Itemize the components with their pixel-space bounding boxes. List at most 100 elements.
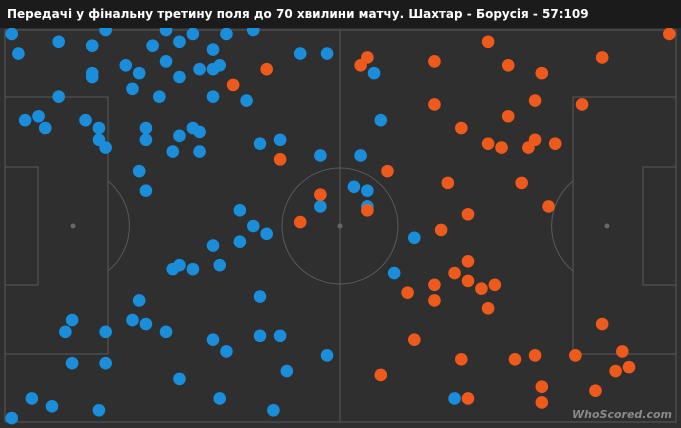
pass-dot xyxy=(173,258,186,272)
pass-dot xyxy=(45,400,59,413)
pass-dot xyxy=(233,204,247,217)
pass-dot xyxy=(220,28,233,41)
dots xyxy=(5,28,676,425)
pass-dot xyxy=(146,39,159,52)
pass-dot xyxy=(548,137,562,150)
pass-dot xyxy=(454,121,468,135)
pass-dot xyxy=(314,149,327,162)
pass-dot xyxy=(159,28,173,37)
pass-dot xyxy=(206,333,220,346)
pass-dot xyxy=(401,286,414,299)
pass-dot xyxy=(267,403,280,417)
pass-dot xyxy=(508,352,522,366)
pass-dot xyxy=(260,62,273,76)
pass-dot xyxy=(206,239,220,252)
pass-dot xyxy=(213,258,227,272)
center-spot xyxy=(337,223,343,229)
pass-dot xyxy=(5,28,19,41)
pass-dot xyxy=(59,325,72,339)
pass-dot xyxy=(441,176,455,190)
pass-dot xyxy=(193,145,206,158)
pass-dot xyxy=(126,313,139,327)
pass-dot xyxy=(428,98,441,111)
pass-dot xyxy=(320,47,334,60)
pass-dot xyxy=(173,70,186,84)
pass-dot xyxy=(495,141,508,154)
pass-dot xyxy=(253,290,267,303)
pass-dot xyxy=(5,411,19,425)
pass-dot xyxy=(99,325,112,339)
pass-dot xyxy=(293,215,307,229)
chart-title: Передачі у фінальну третину поля до 70 х… xyxy=(7,7,589,21)
pass-dot xyxy=(32,109,45,123)
pass-dot xyxy=(92,121,106,135)
pass-dot xyxy=(173,372,186,386)
pass-dot xyxy=(193,62,206,76)
pass-dot xyxy=(206,43,220,56)
six-yard-box xyxy=(4,166,39,286)
penalty-arc xyxy=(551,180,574,272)
pass-dot xyxy=(139,121,153,135)
pass-dot xyxy=(461,207,475,221)
pass-dot xyxy=(528,349,542,362)
pass-dot xyxy=(139,184,153,198)
pass-dot xyxy=(99,141,112,154)
pass-dot xyxy=(387,266,401,280)
pass-dot xyxy=(92,403,106,417)
pass-dot xyxy=(273,329,287,343)
pass-dot xyxy=(475,282,488,296)
pitch: WhoScored.com xyxy=(0,28,681,428)
pass-dot xyxy=(79,113,92,127)
pass-dot xyxy=(589,384,602,397)
six-yard-box xyxy=(642,166,677,286)
pass-dot xyxy=(408,333,421,346)
pass-dot xyxy=(132,164,146,178)
pass-dot xyxy=(139,133,153,147)
pass-dot xyxy=(428,278,441,292)
pass-dot xyxy=(515,176,528,190)
pass-dot xyxy=(361,184,374,198)
pass-dot xyxy=(569,349,582,362)
pass-dot xyxy=(12,47,25,60)
pass-dot xyxy=(132,66,146,80)
pass-dot xyxy=(354,149,367,162)
pass-dot xyxy=(52,35,65,49)
pass-dot xyxy=(52,90,65,103)
pass-dot xyxy=(213,58,227,72)
pass-dot xyxy=(374,368,388,382)
pass-dot xyxy=(260,227,273,241)
pass-dot xyxy=(159,55,173,68)
pass-dot xyxy=(186,262,200,276)
pass-dot xyxy=(65,313,79,327)
pass-dot xyxy=(662,28,676,41)
pass-dot xyxy=(220,345,233,358)
pass-dot xyxy=(320,349,334,362)
pass-dot xyxy=(461,392,475,405)
pass-dot xyxy=(206,90,220,103)
pass-dot xyxy=(293,47,307,60)
pass-dot xyxy=(38,121,52,135)
pass-dot xyxy=(448,266,461,280)
pass-dot xyxy=(280,364,294,378)
pass-dot xyxy=(240,94,253,107)
pass-dot xyxy=(246,219,260,233)
pass-dot xyxy=(213,392,227,405)
pass-dot xyxy=(65,356,79,370)
pass-dot xyxy=(461,274,475,288)
pass-dot xyxy=(273,133,287,147)
pass-dot xyxy=(434,223,448,237)
pass-dot xyxy=(461,254,475,268)
penalty-spot xyxy=(70,223,76,229)
watermark: WhoScored.com xyxy=(572,408,672,421)
pass-dot xyxy=(193,125,206,139)
pass-dot xyxy=(609,364,622,378)
pass-dot xyxy=(186,28,200,41)
pass-dot xyxy=(139,317,153,331)
pass-dot xyxy=(374,113,388,127)
pass-dot xyxy=(314,188,327,201)
pass-dot xyxy=(428,294,441,307)
pass-dot xyxy=(159,325,173,339)
center-circle xyxy=(281,167,399,285)
pass-dot xyxy=(132,294,146,307)
pass-dot xyxy=(354,58,367,72)
